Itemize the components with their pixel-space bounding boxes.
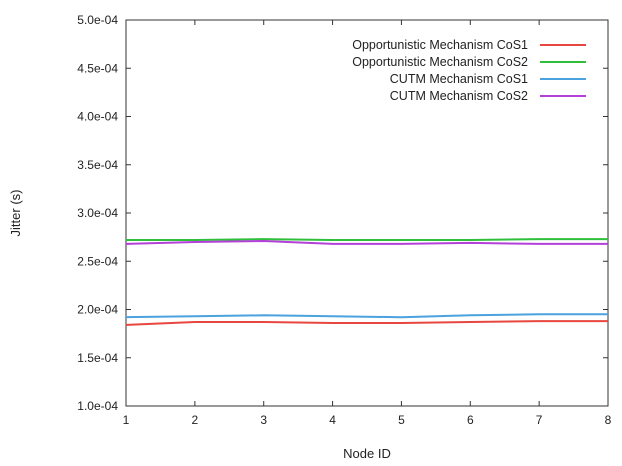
x-tick-label: 5 [398, 413, 405, 427]
legend-label: CUTM Mechanism CoS1 [390, 72, 528, 86]
legend-label: Opportunistic Mechanism CoS2 [352, 55, 528, 69]
y-axis-label: Jitter (s) [8, 190, 23, 237]
x-tick-label: 2 [192, 413, 199, 427]
legend-label: Opportunistic Mechanism CoS1 [352, 38, 528, 52]
plot-frame [125, 19, 609, 407]
x-axis: 1 2 3 4 5 6 7 8 [123, 20, 612, 427]
x-tick-label: 8 [605, 413, 612, 427]
x-axis-label: Node ID [343, 446, 391, 461]
y-tick-label: 3.0e-04 [77, 206, 118, 220]
y-tick-label: 1.5e-04 [77, 351, 118, 365]
series-line-4 [125, 239, 608, 245]
legend: Opportunistic Mechanism CoS1 Opportunisti… [352, 38, 586, 103]
x-tick-label: 7 [536, 413, 543, 427]
y-axis: 1.0e-04 1.5e-04 2.0e-04 2.5e-04 3.0e-04 3.5e-… [77, 13, 608, 413]
y-tick-label: 5.0e-04 [77, 13, 118, 27]
x-tick-label: 1 [123, 413, 130, 427]
y-tick-label: 4.0e-04 [77, 110, 118, 124]
y-tick-label: 4.5e-04 [77, 61, 118, 75]
y-tick-label: 2.5e-04 [77, 254, 118, 268]
y-tick-label: 2.0e-04 [77, 303, 118, 317]
x-tick-label: 3 [260, 413, 267, 427]
series-line-3 [125, 313, 608, 319]
y-tick-label: 3.5e-04 [77, 158, 118, 172]
series-line-2 [126, 238, 608, 241]
x-tick-label: 4 [329, 413, 336, 427]
series-line-1 [125, 320, 608, 326]
series-layer [125, 238, 608, 326]
x-tick-label: 6 [467, 413, 474, 427]
legend-label: CUTM Mechanism CoS2 [390, 89, 528, 103]
y-tick-label: 1.0e-04 [77, 399, 118, 413]
